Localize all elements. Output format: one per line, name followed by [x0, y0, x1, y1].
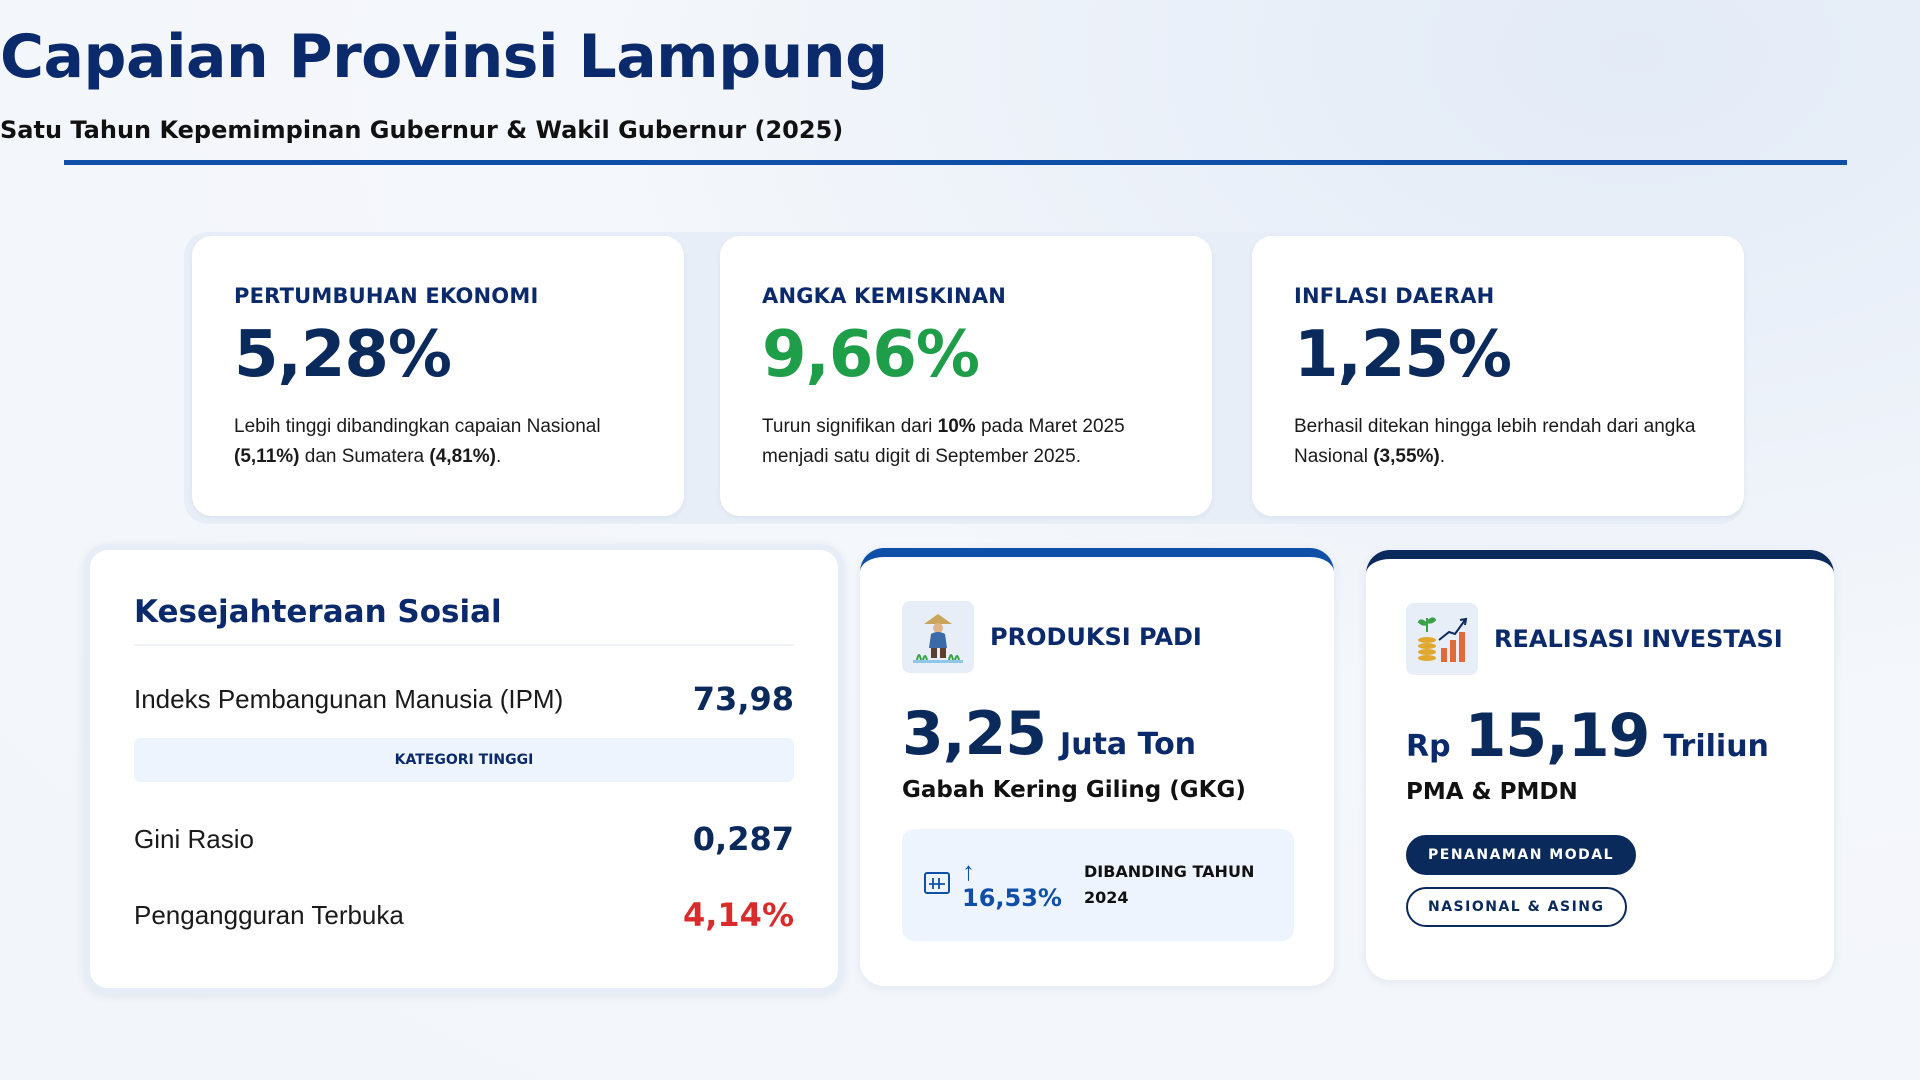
investment-figure: Rp 15,19 Triliun [1406, 701, 1794, 771]
stat-description: Berhasil ditekan hingga lebih rendah dar… [1294, 416, 1696, 467]
investment-value: 15,19 [1464, 701, 1651, 771]
production-subline: Gabah Kering Giling (GKG) [902, 777, 1246, 803]
arrow-up-icon: ↑ [962, 856, 975, 886]
production-figure: 3,25 Juta Ton [902, 699, 1294, 769]
card-title: REALISASI INVESTASI [1494, 625, 1783, 653]
stat-description: Turun signifikan dari 10% pada Maret 202… [762, 416, 1125, 467]
investment-growth-icon [1406, 603, 1478, 675]
currency-label: Rp [1406, 729, 1451, 764]
pengangguran-row: Pengangguran Terbuka 4,14% [134, 896, 794, 934]
kategori-badge: KATEGORI TINGGI [134, 738, 794, 782]
change-group: ↑ 16,53% [962, 858, 1062, 912]
stat-label: INFLASI DAERAH [1294, 284, 1495, 308]
page-title: Capaian Provinsi Lampung [0, 22, 888, 92]
stat-value: 1,25% [1294, 318, 1512, 392]
ipm-value: 73,98 [692, 680, 794, 718]
penanaman-modal-pill: PENANAMAN MODAL [1406, 835, 1636, 875]
investment-unit: Triliun [1663, 729, 1769, 764]
page-subtitle: Satu Tahun Kepemimpinan Gubernur & Wakil… [0, 116, 844, 144]
farmer-icon [902, 601, 974, 673]
stat-value: 9,66% [762, 318, 980, 392]
stat-card-pertumbuhan-ekonomi: PERTUMBUHAN EKONOMI 5,28% Lebih tinggi d… [192, 236, 684, 516]
pengangguran-label: Pengangguran Terbuka [134, 899, 404, 930]
nasional-asing-pill: NASIONAL & ASING [1406, 887, 1627, 927]
kesejahteraan-sosial-card: Kesejahteraan Sosial Indeks Pembangunan … [84, 544, 844, 994]
stat-value: 5,28% [234, 318, 452, 392]
stat-card-inflasi-daerah: INFLASI DAERAH 1,25% Berhasil ditekan hi… [1252, 236, 1744, 516]
card-title: PRODUKSI PADI [990, 623, 1202, 651]
gini-label: Gini Rasio [134, 823, 254, 854]
header-divider [64, 160, 1847, 165]
card-title: Kesejahteraan Sosial [134, 594, 794, 646]
produksi-padi-card: PRODUKSI PADI 3,25 Juta Ton Gabah Kering… [860, 548, 1334, 986]
stat-label: PERTUMBUHAN EKONOMI [234, 284, 539, 308]
stat-description: Lebih tinggi dibandingkan capaian Nasion… [234, 416, 601, 467]
stat-label: ANGKA KEMISKINAN [762, 284, 1007, 308]
ipm-row: Indeks Pembangunan Manusia (IPM) 73,98 [134, 680, 794, 718]
change-value: 16,53% [962, 884, 1062, 912]
card-header: REALISASI INVESTASI [1406, 603, 1794, 675]
production-unit: Juta Ton [1060, 727, 1197, 762]
pill-row-2: NASIONAL & ASING [1406, 887, 1794, 927]
comparison-box: ↑ 16,53% DIBANDING TAHUN 2024 [902, 829, 1294, 941]
realisasi-investasi-card: REALISASI INVESTASI Rp 15,19 Triliun PMA… [1366, 550, 1834, 980]
gini-row: Gini Rasio 0,287 [134, 820, 794, 858]
chart-icon [924, 871, 950, 899]
gini-value: 0,287 [692, 820, 794, 858]
card-header: PRODUKSI PADI [902, 601, 1294, 673]
investment-subline: PMA & PMDN [1406, 779, 1578, 805]
production-value: 3,25 [902, 699, 1047, 769]
pill-row: PENANAMAN MODAL [1406, 835, 1794, 875]
pengangguran-value: 4,14% [682, 896, 794, 934]
comparison-label: DIBANDING TAHUN 2024 [1083, 862, 1255, 907]
ipm-label: Indeks Pembangunan Manusia (IPM) [134, 683, 564, 714]
stat-card-angka-kemiskinan: ANGKA KEMISKINAN 9,66% Turun signifikan … [720, 236, 1212, 516]
